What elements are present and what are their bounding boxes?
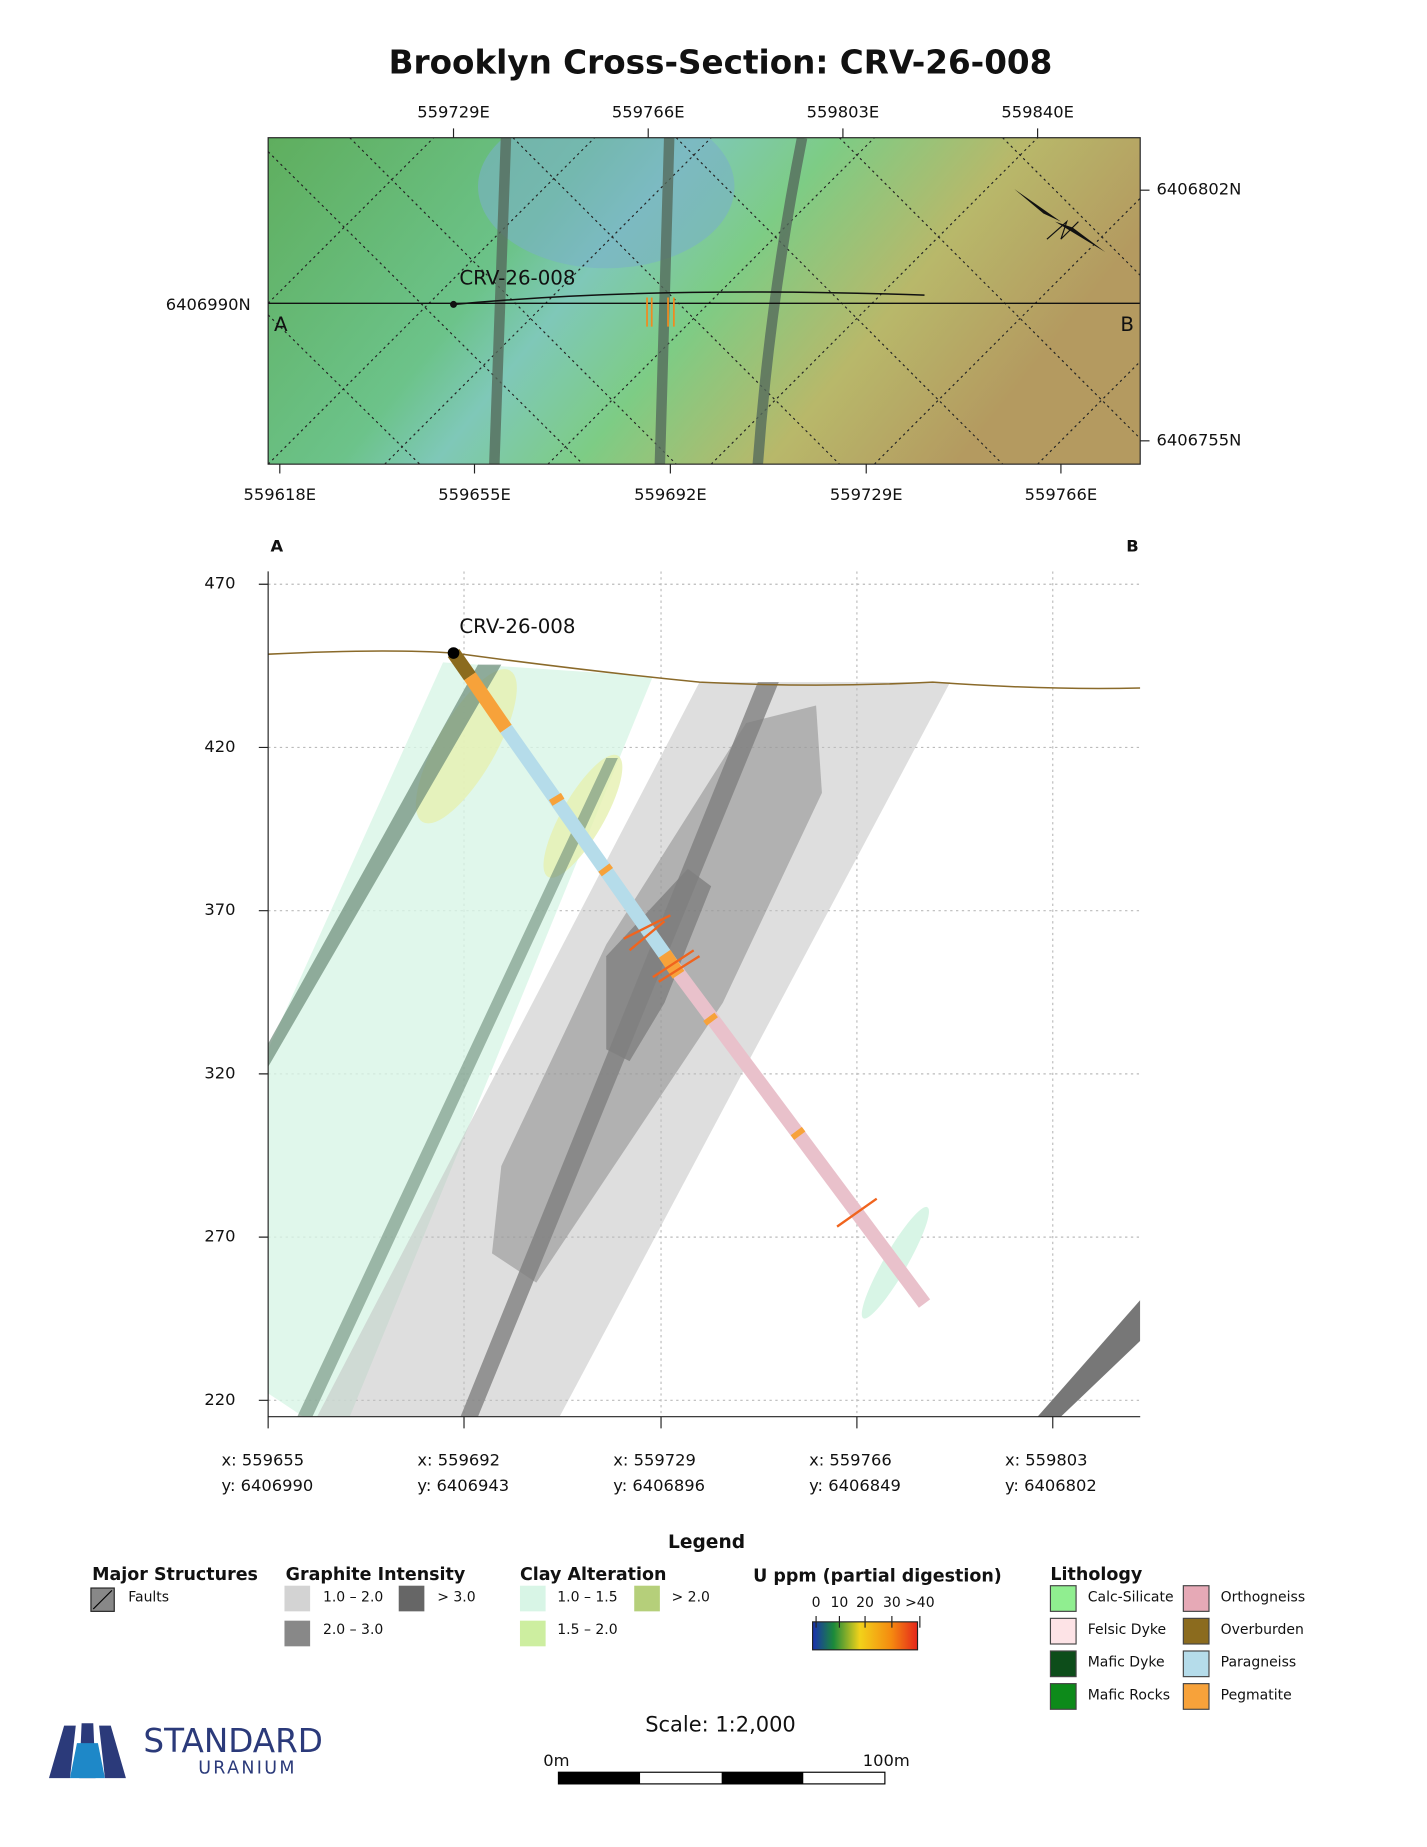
legend-item: Pegmatite	[1221, 1687, 1292, 1703]
section-start: A	[274, 313, 288, 336]
map-tick: 559766E	[1025, 485, 1098, 504]
legend-item: 1.5 – 2.0	[557, 1622, 617, 1638]
scale-bar	[557, 1771, 886, 1785]
map-tick: 6406990N	[166, 295, 251, 314]
legend: Major Structures Faults Graphite Intensi…	[90, 1565, 1143, 1651]
map-tick: 559803E	[807, 103, 880, 122]
legend-swatch	[1049, 1585, 1077, 1612]
legend-swatch	[1049, 1683, 1077, 1710]
map-tick: 6406802N	[1157, 180, 1242, 199]
scale-label: 20	[856, 1595, 874, 1611]
map-tick: 559729E	[830, 485, 903, 504]
legend-item: 1.0 – 2.0	[323, 1589, 383, 1605]
map-tick: 559729E	[417, 103, 490, 122]
hole-label: CRV-26-008	[459, 266, 575, 289]
y-tick-label: 370	[204, 900, 235, 919]
scale-label: 30	[883, 1595, 901, 1611]
legend-swatch	[1182, 1617, 1210, 1645]
legend-item: > 3.0	[437, 1589, 475, 1605]
x-tick-label: y: 6406990	[222, 1476, 314, 1495]
hole-label: CRV-26-008	[459, 615, 575, 638]
map-tick: 6406755N	[1157, 430, 1242, 449]
title: Brooklyn Cross-Section: CRV-26-008	[389, 43, 1053, 81]
logo	[48, 1723, 126, 1779]
map-tick: 559840E	[1001, 103, 1074, 122]
scale-label: 10	[831, 1595, 849, 1611]
map-tick: 559766E	[612, 103, 685, 122]
legend-swatch	[1049, 1650, 1077, 1678]
x-tick-label: y: 6406802	[1005, 1476, 1097, 1495]
section-start: A	[270, 536, 283, 555]
legend-item: Faults	[128, 1589, 169, 1605]
legend-item: Mafic Dyke	[1088, 1655, 1165, 1671]
x-tick-label: x: 559803	[1005, 1450, 1088, 1469]
y-tick-label: 220	[204, 1390, 235, 1409]
scale-start: 0m	[543, 1751, 569, 1770]
x-tick-label: y: 6406849	[809, 1476, 901, 1495]
legend-swatch	[1182, 1683, 1210, 1710]
x-tick-label: x: 559692	[417, 1450, 500, 1469]
cross-section	[268, 571, 1141, 1417]
y-tick-label: 270	[204, 1227, 235, 1246]
scale-text: Scale: 1:2,000	[645, 1713, 796, 1737]
map-tick: 559655E	[438, 485, 511, 504]
x-tick-label: x: 559655	[222, 1450, 305, 1469]
logo-sub: URANIUM	[198, 1759, 297, 1779]
legend-group: U ppm (partial digestion)	[753, 1566, 1002, 1586]
legend-swatch	[1049, 1617, 1077, 1645]
legend-item: Paragneiss	[1221, 1655, 1297, 1671]
legend-item: Felsic Dyke	[1088, 1622, 1166, 1638]
legend-group: Clay Alteration	[520, 1565, 666, 1585]
y-tick-label: 320	[204, 1063, 235, 1082]
x-tick-label: x: 559766	[809, 1450, 892, 1469]
legend-group: Lithology	[1050, 1565, 1142, 1585]
section-end: B	[1120, 313, 1134, 336]
y-tick-label: 470	[204, 574, 235, 593]
legend-item: 1.0 – 1.5	[557, 1589, 617, 1605]
scale-label: >40	[905, 1595, 935, 1611]
legend-swatch	[1182, 1650, 1210, 1678]
plan-map	[268, 137, 1141, 465]
legend-title: Legend	[668, 1532, 745, 1553]
section-end: B	[1126, 536, 1138, 555]
logo-name: STANDARD	[143, 1722, 322, 1760]
x-tick-label: y: 6406943	[417, 1476, 509, 1495]
legend-group: Major Structures	[92, 1565, 258, 1585]
map-tick: 559692E	[634, 485, 707, 504]
legend-item: Mafic Rocks	[1088, 1687, 1170, 1703]
map-tick: 559618E	[244, 485, 317, 504]
legend-group: Graphite Intensity	[286, 1565, 466, 1585]
legend-swatch	[1182, 1585, 1210, 1612]
y-tick-label: 420	[204, 737, 235, 756]
legend-item: Orthogneiss	[1221, 1589, 1305, 1605]
scale-label: 0	[812, 1595, 821, 1611]
x-tick-label: y: 6406896	[613, 1476, 705, 1495]
legend-item: Overburden	[1221, 1622, 1304, 1638]
legend-item: 2.0 – 3.0	[323, 1622, 383, 1638]
legend-item: > 2.0	[672, 1589, 710, 1605]
legend-item: Calc-Silicate	[1088, 1589, 1174, 1605]
scale-end: 100m	[863, 1751, 910, 1770]
x-tick-label: x: 559729	[613, 1450, 696, 1469]
